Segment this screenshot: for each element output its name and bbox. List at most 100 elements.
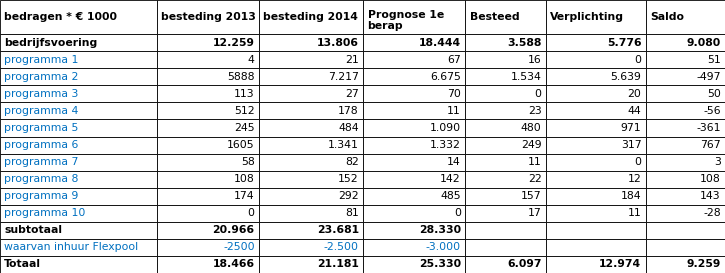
Text: 21: 21 bbox=[345, 55, 359, 65]
Text: 3.588: 3.588 bbox=[507, 38, 542, 48]
Bar bbox=[259, 0, 363, 34]
Bar bbox=[646, 153, 725, 171]
Text: 143: 143 bbox=[700, 191, 721, 201]
Text: programma 6: programma 6 bbox=[4, 140, 79, 150]
Bar bbox=[646, 136, 725, 153]
Text: programma 4: programma 4 bbox=[4, 106, 79, 116]
Text: 67: 67 bbox=[447, 55, 461, 65]
Text: subtotaal: subtotaal bbox=[4, 225, 62, 235]
Bar bbox=[646, 120, 725, 136]
Bar bbox=[465, 85, 546, 102]
Text: programma 10: programma 10 bbox=[4, 208, 86, 218]
Text: 7.217: 7.217 bbox=[328, 72, 359, 82]
Bar bbox=[157, 85, 259, 102]
Text: 50: 50 bbox=[707, 89, 721, 99]
Bar bbox=[465, 68, 546, 85]
Bar bbox=[0, 68, 157, 85]
Text: programma 2: programma 2 bbox=[4, 72, 79, 82]
Text: 11: 11 bbox=[447, 106, 461, 116]
Bar bbox=[363, 120, 465, 136]
Bar bbox=[546, 51, 646, 68]
Bar bbox=[259, 239, 363, 256]
Text: 18.466: 18.466 bbox=[212, 259, 254, 269]
Text: 0: 0 bbox=[634, 157, 642, 167]
Text: besteding 2014: besteding 2014 bbox=[263, 12, 358, 22]
Bar bbox=[259, 51, 363, 68]
Text: Prognose 1e
berap: Prognose 1e berap bbox=[368, 10, 444, 31]
Bar bbox=[363, 85, 465, 102]
Bar bbox=[157, 188, 259, 205]
Bar bbox=[363, 188, 465, 205]
Bar bbox=[157, 102, 259, 120]
Bar bbox=[157, 51, 259, 68]
Bar bbox=[363, 34, 465, 51]
Text: 6.097: 6.097 bbox=[507, 259, 542, 269]
Text: 1.341: 1.341 bbox=[328, 140, 359, 150]
Bar bbox=[546, 256, 646, 273]
Bar bbox=[646, 51, 725, 68]
Text: Verplichting: Verplichting bbox=[550, 12, 624, 22]
Text: 21.181: 21.181 bbox=[317, 259, 359, 269]
Text: programma 9: programma 9 bbox=[4, 191, 79, 201]
Bar bbox=[259, 85, 363, 102]
Bar bbox=[465, 0, 546, 34]
Bar bbox=[0, 0, 157, 34]
Bar bbox=[546, 68, 646, 85]
Bar bbox=[259, 153, 363, 171]
Bar bbox=[363, 171, 465, 188]
Bar bbox=[646, 0, 725, 34]
Bar bbox=[0, 51, 157, 68]
Text: 512: 512 bbox=[234, 106, 254, 116]
Text: 9.080: 9.080 bbox=[687, 38, 721, 48]
Bar bbox=[465, 205, 546, 222]
Bar bbox=[465, 120, 546, 136]
Bar bbox=[157, 171, 259, 188]
Bar bbox=[157, 239, 259, 256]
Text: 174: 174 bbox=[234, 191, 254, 201]
Text: 4: 4 bbox=[248, 55, 254, 65]
Text: 245: 245 bbox=[234, 123, 254, 133]
Bar bbox=[0, 85, 157, 102]
Bar bbox=[259, 120, 363, 136]
Bar bbox=[465, 102, 546, 120]
Bar bbox=[259, 136, 363, 153]
Bar bbox=[259, 188, 363, 205]
Text: Totaal: Totaal bbox=[4, 259, 41, 269]
Text: 17: 17 bbox=[528, 208, 542, 218]
Text: 317: 317 bbox=[621, 140, 642, 150]
Bar bbox=[646, 68, 725, 85]
Bar bbox=[546, 188, 646, 205]
Text: 23.681: 23.681 bbox=[317, 225, 359, 235]
Text: 28.330: 28.330 bbox=[419, 225, 461, 235]
Bar bbox=[0, 239, 157, 256]
Text: -361: -361 bbox=[696, 123, 721, 133]
Text: besteding 2013: besteding 2013 bbox=[162, 12, 257, 22]
Text: 249: 249 bbox=[521, 140, 542, 150]
Bar bbox=[259, 222, 363, 239]
Bar bbox=[465, 188, 546, 205]
Text: programma 1: programma 1 bbox=[4, 55, 79, 65]
Text: 480: 480 bbox=[521, 123, 542, 133]
Bar bbox=[465, 222, 546, 239]
Text: 157: 157 bbox=[521, 191, 542, 201]
Bar bbox=[157, 205, 259, 222]
Text: -497: -497 bbox=[696, 72, 721, 82]
Bar bbox=[0, 102, 157, 120]
Bar bbox=[646, 205, 725, 222]
Bar bbox=[465, 153, 546, 171]
Bar bbox=[546, 120, 646, 136]
Bar bbox=[157, 0, 259, 34]
Text: 0: 0 bbox=[454, 208, 461, 218]
Text: 184: 184 bbox=[621, 191, 642, 201]
Text: 5.639: 5.639 bbox=[610, 72, 642, 82]
Bar bbox=[546, 34, 646, 51]
Text: 11: 11 bbox=[528, 157, 542, 167]
Bar bbox=[546, 205, 646, 222]
Bar bbox=[465, 34, 546, 51]
Text: 1605: 1605 bbox=[227, 140, 254, 150]
Bar bbox=[259, 102, 363, 120]
Text: 5.776: 5.776 bbox=[607, 38, 642, 48]
Text: 58: 58 bbox=[241, 157, 254, 167]
Text: programma 7: programma 7 bbox=[4, 157, 79, 167]
Text: Saldo: Saldo bbox=[650, 12, 684, 22]
